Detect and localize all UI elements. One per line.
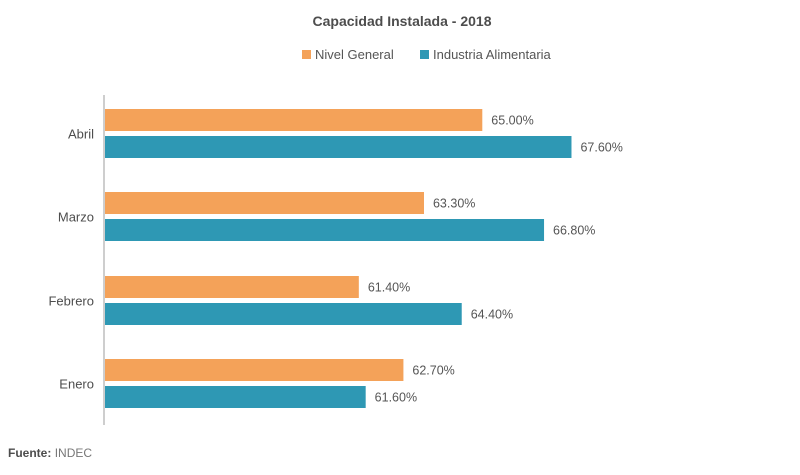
category-label: Marzo (58, 210, 94, 225)
category-label: Enero (59, 377, 94, 392)
category-label: Febrero (48, 294, 94, 309)
bar-nivel-general-enero (105, 359, 404, 381)
bar-industria-alimentaria-marzo (105, 219, 545, 241)
data-label: 67.60% (580, 141, 622, 155)
data-label: 65.00% (491, 114, 533, 128)
legend-swatch-nivel-general (302, 50, 311, 59)
bar-industria-alimentaria-abril (105, 136, 572, 158)
bar-nivel-general-febrero (105, 276, 359, 298)
legend-label-nivel-general: Nivel General (315, 47, 394, 62)
data-label: 66.80% (553, 224, 595, 238)
legend-swatch-industria-alimentaria (420, 50, 429, 59)
category-label: Abril (68, 127, 94, 142)
data-label: 64.40% (471, 308, 513, 322)
legend: Nivel General Industria Alimentaria (302, 47, 552, 62)
data-label: 61.60% (375, 391, 417, 405)
bar-industria-alimentaria-febrero (105, 303, 462, 325)
legend-label-industria-alimentaria: Industria Alimentaria (433, 47, 552, 62)
bar-industria-alimentaria-enero (105, 386, 366, 408)
plot-area: Abril 65.00% 67.60% Marzo 63.30% 66.80% Febrer… (48, 109, 623, 408)
bar-nivel-general-marzo (105, 192, 424, 214)
bar-nivel-general-abril (105, 109, 483, 131)
data-label: 63.30% (433, 197, 475, 211)
chart-title: Capacidad Instalada - 2018 (313, 13, 492, 29)
source-note: Fuente: INDEC (8, 446, 92, 460)
source-label: Fuente: (8, 446, 52, 460)
source-value: INDEC (54, 446, 93, 460)
data-label: 62.70% (412, 364, 454, 378)
data-label: 61.40% (368, 281, 410, 295)
